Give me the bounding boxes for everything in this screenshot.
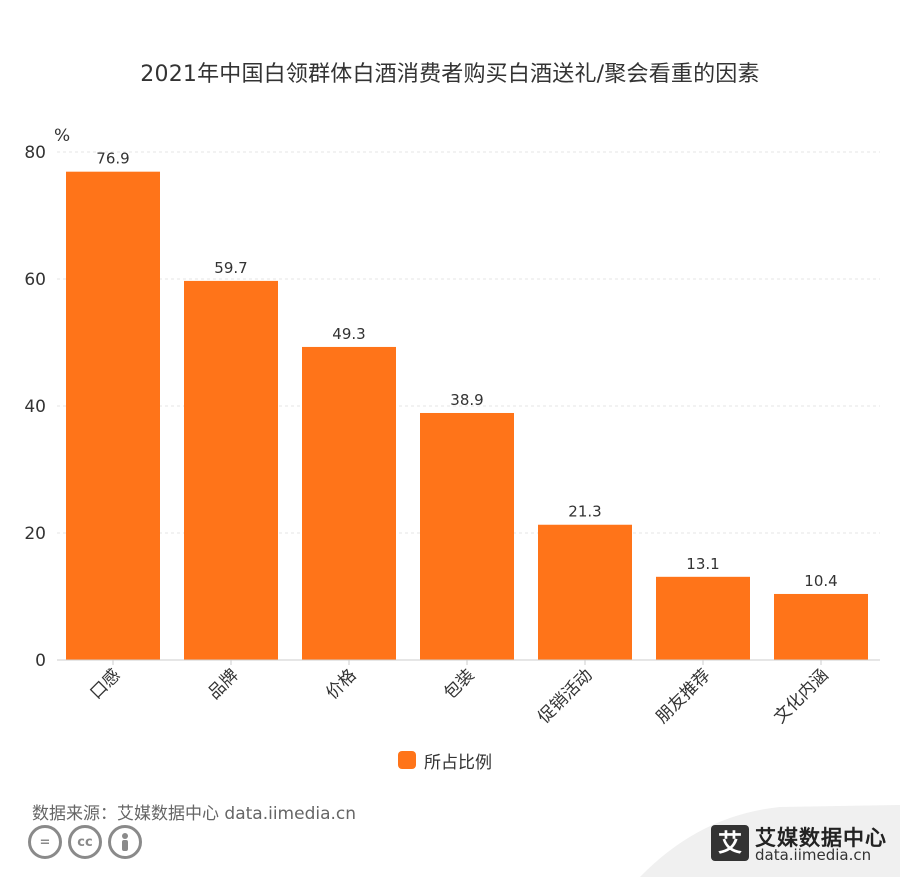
person-icon — [108, 825, 142, 859]
y-axis: 0 20 40 60 80% — [24, 126, 70, 671]
bar[interactable] — [184, 280, 278, 660]
license-icons: = cc — [28, 825, 142, 859]
data-label: 21.3 — [568, 503, 601, 521]
y-tick-label: 20 — [24, 524, 46, 544]
x-tick-label: 促销活动 — [534, 665, 596, 727]
x-tick-label: 朋友推荐 — [652, 665, 714, 727]
equals-icon: = — [28, 825, 62, 859]
x-tick-label: 文化内涵 — [770, 665, 832, 727]
chart-title: 2021年中国白领群体白酒消费者购买白酒送礼/聚会看重的因素 — [140, 62, 760, 87]
bars-layer — [66, 171, 868, 660]
data-label: 76.9 — [96, 150, 129, 168]
bar[interactable] — [538, 524, 632, 660]
bar[interactable] — [66, 171, 160, 660]
source-note: 数据来源：艾媒数据中心 data.iimedia.cn — [32, 804, 357, 824]
data-label: 38.9 — [450, 391, 483, 409]
brand-background — [640, 805, 900, 877]
brand-url: data.iimedia.cn — [755, 846, 872, 864]
data-label: 10.4 — [804, 572, 837, 590]
bar[interactable] — [774, 593, 868, 660]
data-label: 13.1 — [686, 555, 719, 573]
data-labels-layer: 76.9 59.7 49.3 38.9 21.3 13.1 10.4 — [96, 150, 837, 590]
x-tick-label: 口感 — [86, 665, 124, 703]
grid-layer — [57, 151, 880, 534]
brand-logo: 艾 — [711, 825, 749, 861]
legend-swatch — [398, 751, 416, 769]
y-tick-label: 80 — [24, 143, 46, 163]
cc-icon: cc — [68, 825, 102, 859]
brand-name: 艾媒数据中心 — [755, 826, 887, 850]
bar[interactable] — [656, 576, 750, 660]
y-tick-label: 40 — [24, 397, 46, 417]
x-axis: 口感 品牌 价格 包装 促销活动 朋友推荐 文化内涵 — [57, 659, 880, 728]
y-axis-unit: % — [54, 126, 70, 146]
bar[interactable] — [302, 346, 396, 660]
x-tick-label: 包装 — [440, 665, 478, 703]
legend[interactable]: 所占比例 — [398, 748, 492, 773]
x-tick-label: 品牌 — [204, 665, 242, 703]
x-tick-label: 价格 — [322, 665, 360, 703]
data-label: 59.7 — [214, 259, 247, 277]
y-tick-label: 60 — [24, 270, 46, 290]
bar[interactable] — [420, 412, 514, 660]
y-tick-label: 0 — [35, 651, 46, 671]
legend-label: 所占比例 — [424, 752, 492, 773]
data-label: 49.3 — [332, 325, 365, 343]
